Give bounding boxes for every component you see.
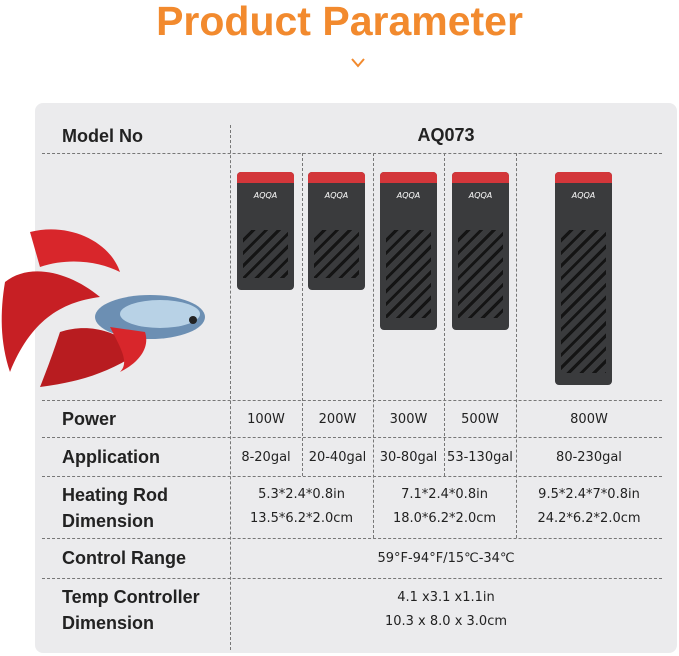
- divider: [42, 578, 662, 579]
- dimension-cell: 9.5*2.4*7*0.8in 24.2*6.2*2.0cm: [537, 487, 641, 526]
- divider: [302, 153, 303, 476]
- model-value: AQ073: [417, 125, 475, 145]
- power-cell: 300W: [389, 412, 428, 427]
- divider: [42, 153, 662, 154]
- dimension-label: Heating Rod Dimension: [62, 485, 168, 531]
- application-label: Application: [62, 447, 160, 467]
- power-cell: 100W: [247, 412, 285, 427]
- power-cell: 800W: [570, 412, 608, 427]
- power-cell: 500W: [461, 412, 499, 427]
- heater-100w-image: AQQA: [237, 172, 294, 290]
- divider: [373, 153, 374, 538]
- betta-fish-image: [1, 229, 205, 387]
- divider: [42, 400, 662, 401]
- model-label: Model No: [62, 126, 143, 146]
- divider: [230, 125, 231, 650]
- chevron-down-icon: [351, 58, 365, 68]
- dimension-cell: 7.1*2.4*0.8in 18.0*6.2*2.0cm: [392, 487, 497, 526]
- application-cell: 53-130gal: [447, 450, 513, 465]
- divider: [42, 437, 662, 438]
- heater-800w-image: AQQA: [555, 172, 612, 385]
- application-cell: 20-40gal: [308, 450, 367, 465]
- divider: [444, 153, 445, 476]
- control-range-label: Control Range: [62, 548, 186, 568]
- power-label: Power: [62, 409, 117, 429]
- application-cell: 80-230gal: [556, 450, 622, 465]
- controller-dimension-value: 4.1 x3.1 x1.1in 10.3 x 8.0 x 3.0cm: [384, 590, 508, 629]
- heater-300w-image: AQQA: [380, 172, 437, 330]
- dimension-cell: 5.3*2.4*0.8in 13.5*6.2*2.0cm: [249, 487, 354, 526]
- page-title: Product Parameter: [156, 0, 523, 44]
- divider: [516, 153, 517, 538]
- heater-500w-image: AQQA: [452, 172, 509, 330]
- divider: [42, 476, 662, 477]
- control-range-value: 59°F-94°F/15℃-34℃: [377, 551, 515, 566]
- application-cell: 30-80gal: [379, 450, 438, 465]
- heater-200w-image: AQQA: [308, 172, 365, 290]
- power-cell: 200W: [318, 412, 357, 427]
- application-cell: 8-20gal: [241, 450, 291, 465]
- divider: [42, 538, 662, 539]
- controller-dimension-label: Temp Controller Dimension: [62, 587, 200, 633]
